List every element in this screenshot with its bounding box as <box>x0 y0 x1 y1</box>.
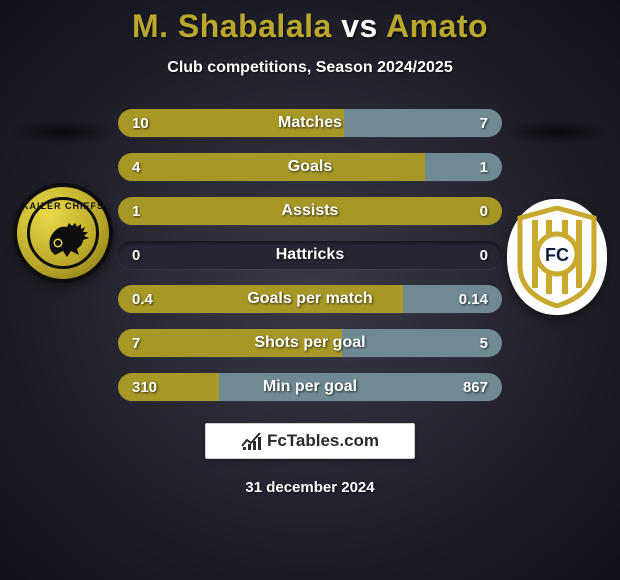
player-2-photo-placeholder <box>505 119 609 145</box>
brand-logo-icon <box>241 431 261 451</box>
stat-value-right: 0 <box>466 241 502 269</box>
stat-value-left: 0.4 <box>118 285 167 313</box>
stat-value-left: 10 <box>118 109 163 137</box>
stat-row: 41Goals <box>118 153 502 181</box>
stat-bars: 107Matches41Goals10Assists00Hattricks0.4… <box>118 109 502 401</box>
player-2-club-crest: FC <box>507 199 607 315</box>
player-1-photo-placeholder <box>11 119 115 145</box>
page-title: M. Shabalala vs Amato <box>132 8 488 45</box>
title-vs: vs <box>341 8 378 44</box>
stat-row: 0.40.14Goals per match <box>118 285 502 313</box>
stat-row: 0 0Hattricks <box>118 241 502 269</box>
crest-left-label: KAIZER CHIEFS <box>17 201 109 211</box>
title-player-2: Amato <box>386 8 488 44</box>
stat-row: 310867Min per goal <box>118 373 502 401</box>
brand-badge[interactable]: FcTables.com <box>205 423 415 459</box>
stat-label: Hattricks <box>118 241 502 269</box>
stat-row: 107Matches <box>118 109 502 137</box>
stat-value-left: 1 <box>118 197 154 225</box>
stat-row: 75Shots per goal <box>118 329 502 357</box>
stat-bar-left <box>118 197 502 225</box>
stat-value-right: 867 <box>449 373 502 401</box>
player-2-side: FC <box>502 109 612 315</box>
date-text: 31 december 2024 <box>245 479 374 496</box>
player-1-side: KAIZER CHIEFS <box>8 109 118 283</box>
stat-value-right: 7 <box>466 109 502 137</box>
stat-value-left: 7 <box>118 329 154 357</box>
crest-right-label: FC <box>545 245 569 265</box>
chief-head-icon <box>45 221 89 259</box>
stat-value-left: 0 <box>118 241 154 269</box>
comparison-card: M. Shabalala vs Amato Club competitions,… <box>0 0 620 580</box>
stat-value-left: 310 <box>118 373 171 401</box>
stat-value-right: 0.14 <box>445 285 502 313</box>
main-row: KAIZER CHIEFS 107Matches41Goals10Assists… <box>0 109 620 401</box>
player-1-club-crest: KAIZER CHIEFS <box>13 183 113 283</box>
shield-icon: FC <box>514 206 600 308</box>
stat-value-left: 4 <box>118 153 154 181</box>
stat-bar-left <box>118 153 425 181</box>
stat-value-right: 5 <box>466 329 502 357</box>
stat-row: 10Assists <box>118 197 502 225</box>
brand-text: FcTables.com <box>267 431 379 451</box>
title-player-1: M. Shabalala <box>132 8 332 44</box>
subtitle: Club competitions, Season 2024/2025 <box>167 59 452 77</box>
stat-value-right: 1 <box>466 153 502 181</box>
stat-value-right: 0 <box>466 197 502 225</box>
